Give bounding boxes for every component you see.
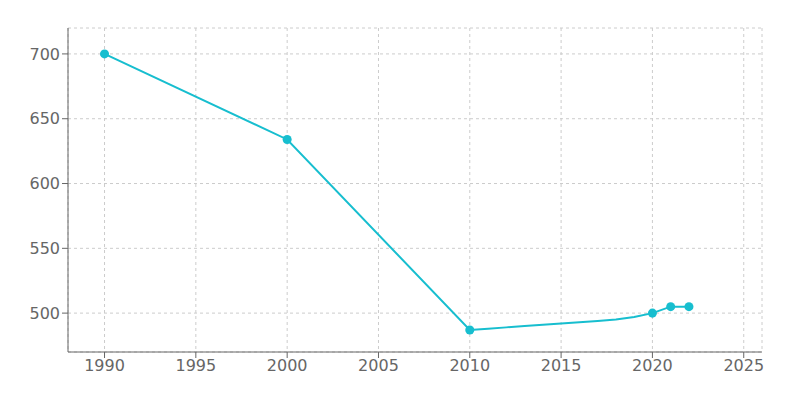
svg-text:2010: 2010 [449, 356, 490, 375]
svg-text:550: 550 [29, 239, 60, 258]
svg-text:700: 700 [29, 45, 60, 64]
svg-text:2000: 2000 [267, 356, 308, 375]
svg-text:500: 500 [29, 304, 60, 323]
svg-text:2020: 2020 [632, 356, 673, 375]
svg-text:1990: 1990 [84, 356, 125, 375]
svg-text:600: 600 [29, 174, 60, 193]
svg-text:2005: 2005 [358, 356, 399, 375]
svg-text:650: 650 [29, 109, 60, 128]
svg-text:2015: 2015 [541, 356, 582, 375]
svg-text:2025: 2025 [723, 356, 764, 375]
svg-text:1995: 1995 [175, 356, 216, 375]
